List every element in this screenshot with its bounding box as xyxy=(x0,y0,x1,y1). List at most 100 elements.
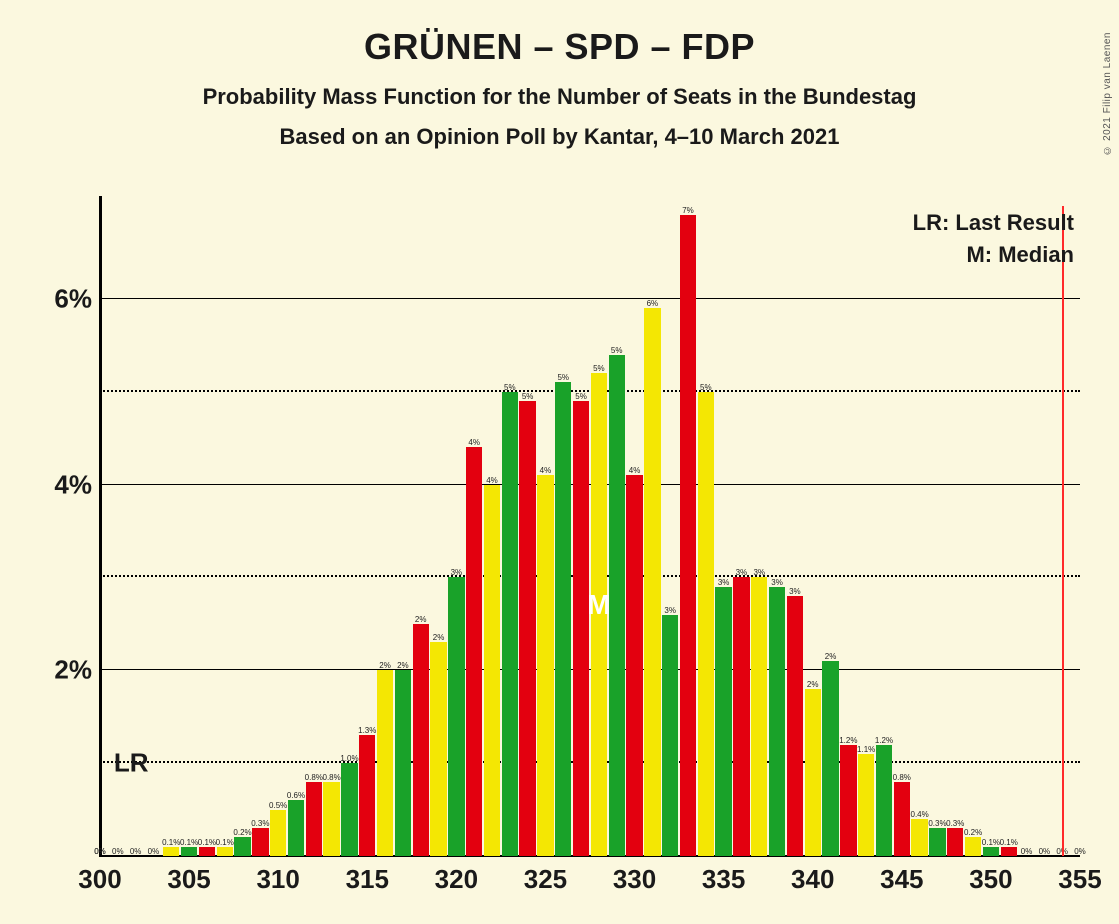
bar-value-label: 2% xyxy=(379,661,391,670)
chart-subtitle-2: Based on an Opinion Poll by Kantar, 4–10… xyxy=(0,124,1119,150)
x-tick-label: 355 xyxy=(1058,864,1101,895)
bar-value-label: 0.2% xyxy=(233,828,251,837)
bar-value-label: 4% xyxy=(540,466,552,475)
majority-line xyxy=(1062,206,1064,856)
bar-value-label: 0% xyxy=(1074,847,1086,856)
bar-yellow: 0.1% xyxy=(163,847,179,856)
bar-value-label: 0% xyxy=(148,847,160,856)
x-tick-label: 300 xyxy=(78,864,121,895)
bar-value-label: 4% xyxy=(629,466,641,475)
bar-value-label: 0.1% xyxy=(162,838,180,847)
bar-value-label: 1.0% xyxy=(340,754,358,763)
x-tick-label: 340 xyxy=(791,864,834,895)
bar-green: 3% xyxy=(448,577,464,856)
bar-green: 5% xyxy=(609,355,625,856)
bar-yellow: 0.1% xyxy=(217,847,233,856)
bar-green: 2% xyxy=(822,661,838,856)
bar-yellow: 2% xyxy=(430,642,446,856)
bar-value-label: 5% xyxy=(522,392,534,401)
bar-red: 0.3% xyxy=(252,828,268,856)
x-tick-label: 325 xyxy=(524,864,567,895)
bar-green: 0.6% xyxy=(288,800,304,856)
y-tick-label: 6% xyxy=(54,283,92,314)
bar-value-label: 5% xyxy=(700,383,712,392)
bar-value-label: 6% xyxy=(647,299,659,308)
bar-yellow: 1.1% xyxy=(858,754,874,856)
x-tick-label: 305 xyxy=(167,864,210,895)
bar-red: 0.8% xyxy=(306,782,322,856)
bar-yellow: 2% xyxy=(805,689,821,856)
bar-value-label: 0.8% xyxy=(893,773,911,782)
bar-red: 7% xyxy=(680,215,696,856)
bar-green: 0.1% xyxy=(983,847,999,856)
bar-green: 1.2% xyxy=(876,745,892,856)
bar-green: 0.2% xyxy=(234,837,250,856)
bar-value-label: 1.3% xyxy=(358,726,376,735)
bar-red: 4% xyxy=(466,447,482,856)
bar-yellow: 3% xyxy=(751,577,767,856)
bar-red: 0.1% xyxy=(199,847,215,856)
bar-value-label: 3% xyxy=(664,606,676,615)
bar-red: 0.1% xyxy=(1001,847,1017,856)
bar-yellow: 0.4% xyxy=(911,819,927,856)
bar-value-label: 1.2% xyxy=(839,736,857,745)
bar-value-label: 3% xyxy=(753,568,765,577)
median-marker: M xyxy=(587,589,610,621)
bar-value-label: 3% xyxy=(771,578,783,587)
bar-value-label: 0.8% xyxy=(305,773,323,782)
bar-red: 1.2% xyxy=(840,745,856,856)
bar-value-label: 2% xyxy=(397,661,409,670)
x-tick-label: 345 xyxy=(880,864,923,895)
y-tick-label: 2% xyxy=(54,655,92,686)
grid-major xyxy=(100,298,1080,299)
bar-value-label: 3% xyxy=(451,568,463,577)
y-tick-label: 4% xyxy=(54,469,92,500)
bar-value-label: 0.8% xyxy=(323,773,341,782)
bar-value-label: 0.3% xyxy=(251,819,269,828)
bar-value-label: 5% xyxy=(575,392,587,401)
bar-value-label: 4% xyxy=(468,438,480,447)
bar-value-label: 3% xyxy=(736,568,748,577)
bar-value-label: 3% xyxy=(718,578,730,587)
bar-red: 0.8% xyxy=(894,782,910,856)
bar-value-label: 5% xyxy=(611,346,623,355)
bar-green: 3% xyxy=(662,615,678,856)
bar-yellow: 2% xyxy=(377,670,393,856)
bar-value-label: 0.2% xyxy=(964,828,982,837)
bar-red: 1.3% xyxy=(359,735,375,856)
copyright-text: © 2021 Filip van Laenen xyxy=(1102,32,1113,156)
legend-median: M: Median xyxy=(966,242,1074,268)
x-tick-label: 310 xyxy=(256,864,299,895)
bar-value-label: 0.1% xyxy=(982,838,1000,847)
bar-value-label: 0.1% xyxy=(198,838,216,847)
x-tick-label: 350 xyxy=(969,864,1012,895)
bar-yellow: 5% xyxy=(698,392,714,856)
bar-green: 2% xyxy=(395,670,411,856)
bar-value-label: 0% xyxy=(94,847,106,856)
bar-value-label: 0.4% xyxy=(911,810,929,819)
bar-value-label: 1.1% xyxy=(857,745,875,754)
bar-value-label: 0.3% xyxy=(928,819,946,828)
chart-subtitle-1: Probability Mass Function for the Number… xyxy=(0,84,1119,110)
bar-value-label: 4% xyxy=(486,476,498,485)
x-tick-label: 315 xyxy=(346,864,389,895)
bar-yellow: 0.8% xyxy=(323,782,339,856)
legend-last-result: LR: Last Result xyxy=(913,210,1074,236)
bar-green: 0.3% xyxy=(929,828,945,856)
bar-yellow: 4% xyxy=(537,475,553,856)
chart-title: GRÜNEN – SPD – FDP xyxy=(0,26,1119,68)
bar-value-label: 2% xyxy=(433,633,445,642)
bar-red: 5% xyxy=(573,401,589,856)
bar-value-label: 0% xyxy=(1039,847,1051,856)
bar-yellow: 4% xyxy=(484,485,500,856)
bar-green: 1.0% xyxy=(341,763,357,856)
bar-yellow: 0.5% xyxy=(270,810,286,856)
bar-green: 5% xyxy=(555,382,571,856)
bar-value-label: 2% xyxy=(825,652,837,661)
bar-red: 2% xyxy=(413,624,429,856)
bar-green: 3% xyxy=(715,587,731,856)
bar-red: 4% xyxy=(626,475,642,856)
bar-value-label: 0.1% xyxy=(216,838,234,847)
bar-green: 5% xyxy=(502,392,518,856)
bar-value-label: 5% xyxy=(504,383,516,392)
